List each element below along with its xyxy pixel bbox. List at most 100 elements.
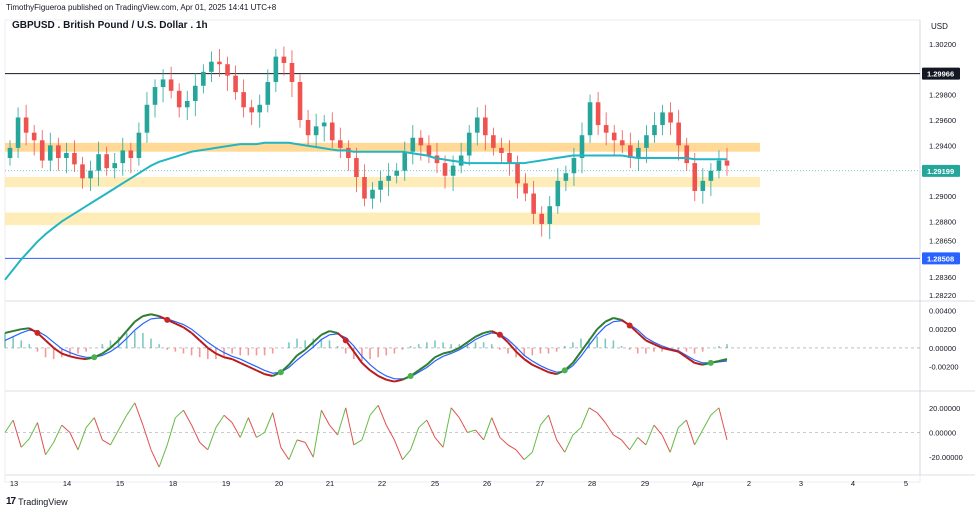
candle-body <box>692 163 698 191</box>
osc-line-segment <box>718 407 728 441</box>
candle-body <box>370 189 375 199</box>
candle-body <box>700 180 706 191</box>
macd-cross-marker <box>164 316 171 323</box>
price-tag-black-label: 1.29966 <box>927 70 954 79</box>
osc-tick-label: -20.00000 <box>929 453 963 462</box>
osc-line-segment <box>458 417 468 433</box>
macd-line-segment <box>386 378 395 383</box>
candle-body <box>386 175 391 181</box>
macd-line-segment <box>572 351 582 364</box>
macd-tick-label: -0.00200 <box>929 363 959 372</box>
macd-line-segment <box>507 341 517 353</box>
macd-line-segment <box>466 335 477 344</box>
candle-body <box>241 92 246 108</box>
candle-body <box>652 125 657 136</box>
macd-line-segment <box>288 354 298 366</box>
osc-line-segment <box>183 410 193 426</box>
osc-line-segment <box>410 427 420 450</box>
price-tick-label: 1.29600 <box>929 116 956 125</box>
osc-line-segment <box>312 410 322 458</box>
macd-line-segment <box>134 315 144 323</box>
osc-line-segment <box>596 412 606 423</box>
osc-line-segment <box>621 439 631 451</box>
candle-body <box>136 132 142 159</box>
candle-body <box>668 112 673 123</box>
macd-cross-marker <box>496 331 503 338</box>
osc-line-segment <box>191 424 201 443</box>
macd-line-segment <box>61 352 71 358</box>
macd-cross-marker <box>407 372 414 379</box>
osc-line-segment <box>710 407 720 416</box>
candle-body <box>72 152 77 165</box>
osc-line-segment <box>661 434 671 453</box>
osc-line-segment <box>491 417 501 438</box>
osc-line-segment <box>223 414 233 423</box>
candle-body <box>611 132 617 141</box>
macd-tick-label: 0.00400 <box>929 306 956 315</box>
osc-line-segment <box>45 442 55 455</box>
symbol-title[interactable]: GBPUSD . British Pound / U.S. Dollar . 1… <box>12 20 208 31</box>
candle-body <box>329 122 335 141</box>
osc-line-segment <box>377 405 387 426</box>
candle-body <box>160 79 166 88</box>
time-tick-label: 2 <box>747 479 751 488</box>
osc-line-segment <box>475 429 485 441</box>
price-tag-current-label: 1.29199 <box>927 167 954 176</box>
time-tick-label: 22 <box>378 479 386 488</box>
time-tick-label: 26 <box>483 479 491 488</box>
osc-line-segment <box>36 422 47 455</box>
candle-body <box>628 145 633 159</box>
osc-line-segment <box>329 424 338 436</box>
macd-line-segment <box>4 330 14 334</box>
macd-line-segment <box>77 357 87 361</box>
osc-line-segment <box>304 442 314 458</box>
osc-line-segment <box>280 447 290 460</box>
candle-body <box>515 163 520 184</box>
osc-line-segment <box>61 424 71 433</box>
candle-body <box>305 120 311 136</box>
osc-line-segment <box>426 419 436 438</box>
osc-line-segment <box>540 414 549 426</box>
macd-line-segment <box>426 356 436 366</box>
osc-tick-label: 0.00000 <box>929 429 956 438</box>
candle-body <box>209 61 214 72</box>
osc-line-segment <box>288 439 298 460</box>
candle-body <box>289 62 295 82</box>
candle-body <box>184 100 190 108</box>
osc-line-segment <box>613 434 622 441</box>
candle-body <box>539 213 545 224</box>
macd-cross-marker <box>91 354 98 361</box>
osc-line-segment <box>523 451 533 461</box>
macd-line-segment <box>677 350 688 359</box>
candle-body <box>273 56 279 82</box>
macd-line-segment <box>231 358 241 364</box>
publisher-line: TimothyFigueroa published on TradingView… <box>6 3 277 12</box>
osc-line-segment <box>93 417 103 441</box>
tradingview-footer[interactable]: 17 TradingView <box>6 496 68 507</box>
macd-line-segment <box>475 332 485 338</box>
time-tick-label: 13 <box>10 479 18 488</box>
macd-line-segment <box>523 358 533 366</box>
price-tick-label: 1.29000 <box>929 192 956 201</box>
sr-zone <box>5 142 760 152</box>
macd-line-segment <box>361 362 371 372</box>
macd-line-segment <box>458 341 468 349</box>
time-tick-label: 4 <box>851 479 855 488</box>
macd-line-segment <box>637 332 647 342</box>
macd-tick-label: 0.00200 <box>929 325 956 334</box>
macd-cross-marker <box>342 337 349 344</box>
macd-line-segment <box>669 348 679 353</box>
time-tick-label: 21 <box>326 479 334 488</box>
candle-body <box>201 71 206 86</box>
macd-line-segment <box>613 316 622 321</box>
candle-body <box>579 135 585 159</box>
macd-line-segment <box>247 365 257 372</box>
candle-body <box>346 147 351 159</box>
osc-line-segment <box>548 415 558 441</box>
osc-line-segment <box>685 420 696 445</box>
macd-line-segment <box>548 371 557 376</box>
macd-line-segment <box>539 367 549 374</box>
time-tick-label: Apr <box>692 479 704 488</box>
tradingview-logo-icon: 17 <box>6 496 16 507</box>
